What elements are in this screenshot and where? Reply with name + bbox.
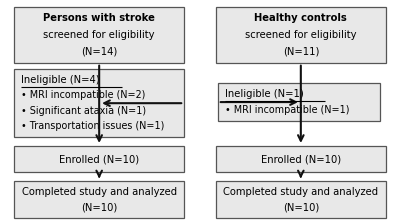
Text: • Significant ataxia (N=1): • Significant ataxia (N=1) bbox=[21, 106, 146, 116]
Text: Healthy controls: Healthy controls bbox=[254, 14, 347, 23]
Bar bbox=[14, 146, 184, 172]
Bar bbox=[14, 69, 184, 137]
Text: Persons with stroke: Persons with stroke bbox=[43, 14, 155, 23]
Text: (N=10): (N=10) bbox=[81, 202, 117, 212]
Bar bbox=[14, 7, 184, 63]
Text: screened for eligibility: screened for eligibility bbox=[245, 30, 356, 40]
Text: Ineligible (N=1): Ineligible (N=1) bbox=[225, 89, 304, 99]
Text: • MRI incompatible (N=1): • MRI incompatible (N=1) bbox=[225, 105, 350, 115]
Text: screened for eligibility: screened for eligibility bbox=[44, 30, 155, 40]
Bar bbox=[216, 146, 386, 172]
Text: Enrolled (N=10): Enrolled (N=10) bbox=[59, 154, 139, 164]
Text: Completed study and analyzed: Completed study and analyzed bbox=[22, 187, 177, 197]
Bar bbox=[216, 7, 386, 63]
Text: Completed study and analyzed: Completed study and analyzed bbox=[223, 187, 378, 197]
Bar bbox=[14, 181, 184, 218]
Text: Ineligible (N=4): Ineligible (N=4) bbox=[21, 75, 100, 85]
Text: (N=14): (N=14) bbox=[81, 47, 117, 57]
Text: (N=10): (N=10) bbox=[283, 202, 319, 212]
Bar bbox=[216, 181, 386, 218]
Text: (N=11): (N=11) bbox=[283, 47, 319, 57]
Text: • MRI incompatible (N=2): • MRI incompatible (N=2) bbox=[21, 91, 146, 100]
Text: • Transportation issues (N=1): • Transportation issues (N=1) bbox=[21, 121, 165, 131]
Bar bbox=[218, 83, 380, 122]
Text: Enrolled (N=10): Enrolled (N=10) bbox=[261, 154, 341, 164]
